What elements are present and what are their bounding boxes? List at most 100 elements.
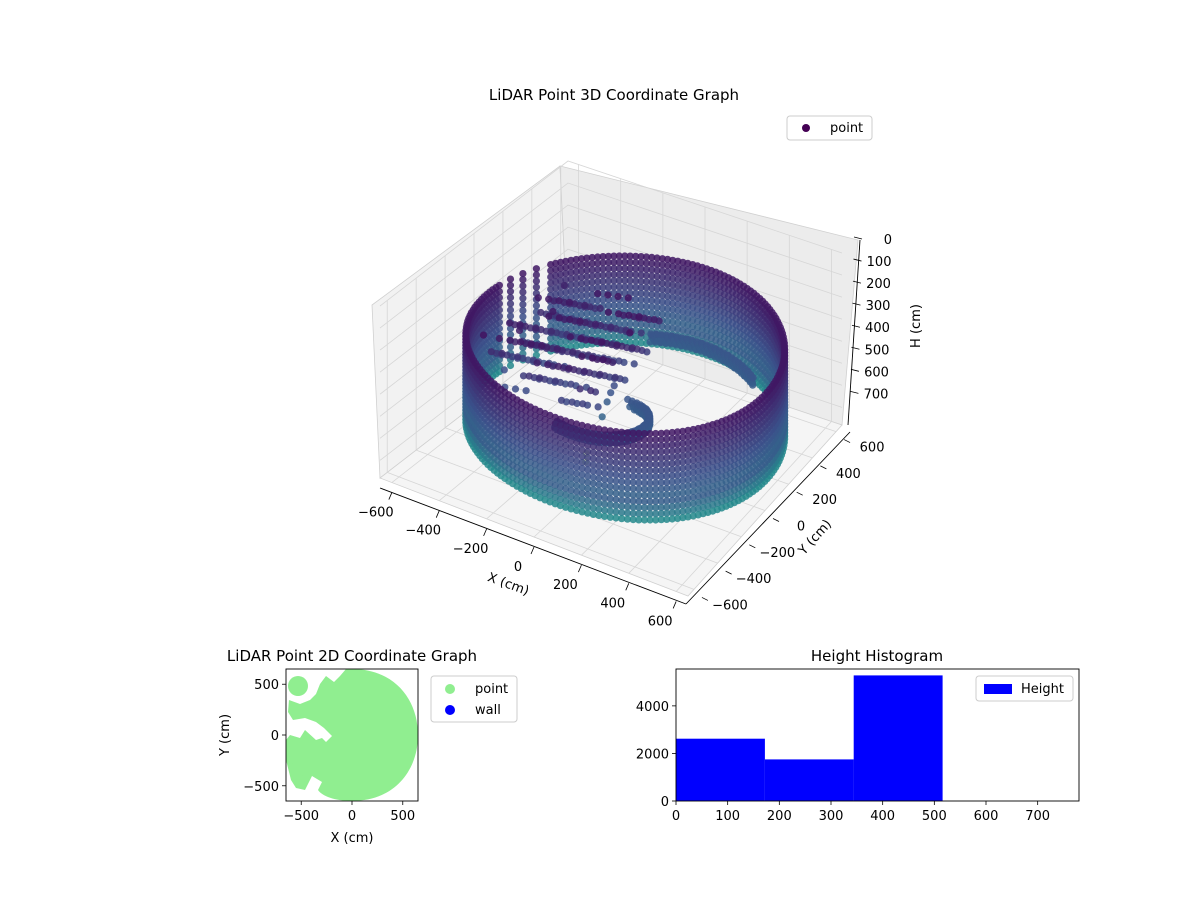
point-3d bbox=[578, 508, 586, 516]
point-3d bbox=[506, 336, 514, 344]
point-3d bbox=[629, 516, 637, 524]
point-3d bbox=[612, 508, 620, 516]
point-3d bbox=[629, 448, 637, 456]
point-3d bbox=[566, 315, 574, 324]
point-3d bbox=[612, 428, 620, 436]
point-3d bbox=[599, 259, 607, 267]
point-3d bbox=[615, 283, 623, 291]
point-3d bbox=[594, 259, 602, 267]
point-3d bbox=[547, 279, 555, 287]
point-3d bbox=[614, 292, 622, 301]
point-3d bbox=[640, 485, 649, 493]
chart-2d: LiDAR Point 2D Coordinate Graph −500 0 500… bbox=[218, 647, 518, 846]
point-3d bbox=[607, 323, 615, 331]
point-3d bbox=[637, 277, 645, 285]
point-3d bbox=[637, 265, 645, 273]
point-3d bbox=[578, 495, 586, 504]
y-tick-label: −400 bbox=[736, 572, 772, 587]
point-3d bbox=[610, 277, 618, 285]
point-3d bbox=[628, 344, 636, 352]
point-3d bbox=[679, 514, 687, 522]
point-3d bbox=[635, 503, 643, 512]
point-3d bbox=[547, 261, 555, 269]
point-3d bbox=[642, 284, 651, 292]
point-3d bbox=[615, 310, 623, 318]
point-3d bbox=[642, 265, 651, 273]
point-3d bbox=[604, 308, 613, 316]
point-3d bbox=[519, 313, 527, 321]
point-3d bbox=[642, 253, 651, 261]
point-3d bbox=[646, 497, 654, 506]
point-3d bbox=[637, 253, 645, 261]
point-3d bbox=[577, 279, 586, 287]
point-3d bbox=[567, 505, 575, 513]
point-3d bbox=[679, 470, 687, 479]
point-3d bbox=[637, 283, 645, 292]
point-3d bbox=[663, 497, 671, 505]
y-tick-label-histogram: 4000 bbox=[636, 700, 669, 715]
chart-2d-title: LiDAR Point 2D Coordinate Graph bbox=[227, 647, 477, 665]
point-3d bbox=[595, 487, 603, 495]
point-3d bbox=[623, 515, 632, 523]
point-3d bbox=[594, 290, 602, 298]
point-3d bbox=[612, 452, 620, 460]
histogram-title: Height Histogram bbox=[811, 647, 943, 665]
point-3d bbox=[584, 466, 592, 474]
point-3d bbox=[632, 320, 640, 328]
point-3d bbox=[537, 308, 545, 317]
point-3d bbox=[555, 297, 563, 305]
point-3d bbox=[618, 471, 626, 480]
point-3d bbox=[635, 313, 643, 321]
point-3d bbox=[562, 503, 570, 511]
point-3d bbox=[603, 398, 611, 406]
point-3d bbox=[601, 444, 609, 453]
legend-2d-marker-point bbox=[445, 684, 455, 694]
point-3d bbox=[673, 465, 682, 473]
point-3d bbox=[588, 272, 596, 280]
point-3d bbox=[668, 490, 676, 498]
point-3d bbox=[506, 312, 515, 320]
point-3d bbox=[583, 254, 591, 262]
x-tick-mark bbox=[578, 564, 582, 573]
point-3d bbox=[612, 465, 620, 473]
point-3d bbox=[652, 504, 660, 512]
y-tick-mark bbox=[796, 491, 803, 496]
point-3d bbox=[506, 300, 515, 308]
point-3d bbox=[578, 458, 586, 467]
point-3d bbox=[557, 396, 566, 404]
point-3d bbox=[604, 265, 613, 273]
point-3d bbox=[595, 431, 603, 439]
point-3d bbox=[565, 364, 573, 372]
point-3d bbox=[573, 463, 581, 471]
point-3d bbox=[618, 428, 626, 436]
point-3d bbox=[555, 314, 563, 322]
point-3d bbox=[591, 320, 600, 328]
x-tick-label: −200 bbox=[453, 542, 489, 557]
point-3d bbox=[629, 491, 637, 499]
point-3d bbox=[612, 471, 620, 479]
point-3d bbox=[640, 491, 649, 499]
point-3d bbox=[640, 467, 649, 475]
point-3d bbox=[601, 500, 609, 508]
point-3d bbox=[606, 445, 614, 453]
point-3d bbox=[553, 345, 562, 353]
point-3d bbox=[615, 264, 623, 272]
point-3d bbox=[679, 507, 687, 516]
point-3d bbox=[604, 271, 613, 279]
point-3d bbox=[657, 466, 665, 474]
point-3d bbox=[547, 285, 555, 293]
point-cloud-2d-blob bbox=[288, 676, 308, 696]
legend-histogram-swatch bbox=[984, 684, 1012, 694]
point-3d bbox=[562, 460, 570, 468]
point-3d bbox=[578, 489, 586, 497]
point-3d bbox=[652, 479, 660, 487]
point-3d bbox=[621, 301, 629, 309]
point-3d bbox=[576, 317, 584, 325]
point-3d bbox=[635, 460, 643, 468]
point-3d bbox=[646, 485, 654, 493]
point-3d bbox=[506, 343, 515, 351]
point-3d bbox=[580, 367, 589, 375]
point-3d bbox=[598, 338, 606, 346]
point-3d bbox=[544, 361, 552, 369]
point-3d bbox=[618, 478, 626, 486]
